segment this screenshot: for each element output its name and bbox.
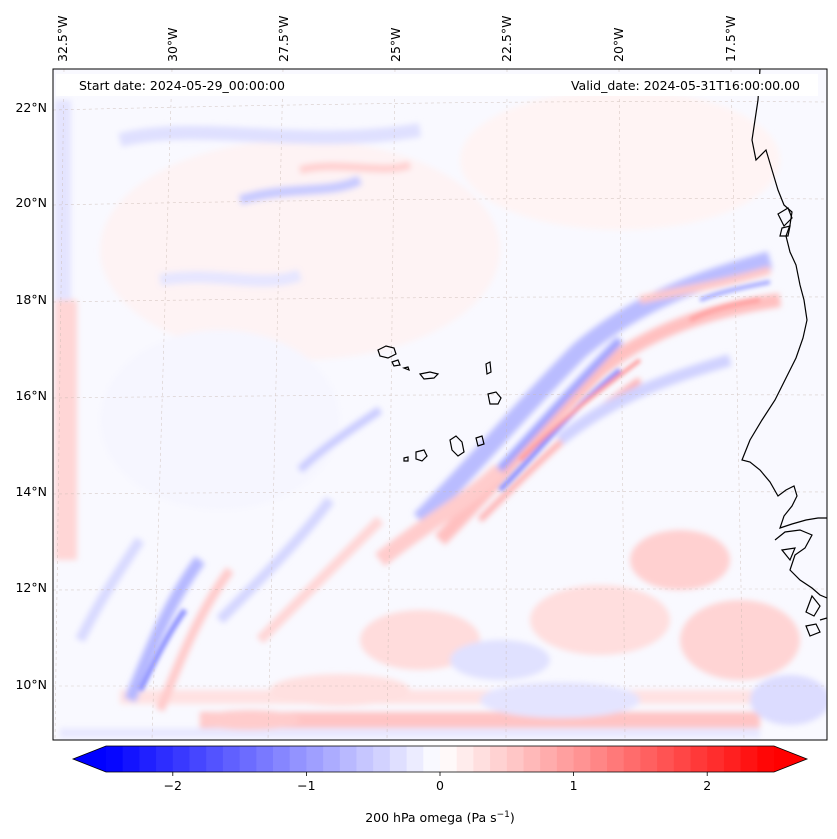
colorbar-extend-min: [73, 746, 106, 772]
lat-label-20n: 20°N: [15, 195, 47, 210]
island-brava: [403, 456, 409, 462]
africa-coastline: [741, 69, 827, 529]
colorbar-cell: [423, 746, 441, 772]
colorbar-tick-label: −2: [164, 778, 182, 793]
lon-label-25w: 25°W: [388, 27, 403, 62]
colorbar-cell: [740, 746, 758, 772]
colorbar-outline: [71, 745, 809, 773]
colorbar-cell: [673, 746, 691, 772]
island-sao-nicolau: [418, 371, 440, 380]
colorbar-cell: [139, 746, 157, 772]
lat-label-12n: 12°N: [15, 580, 47, 595]
lon-label-22-5w: 22.5°W: [499, 16, 514, 62]
colorbar-cell: [306, 746, 324, 772]
colorbar-cell: [339, 746, 357, 772]
colorbar-cell: [356, 746, 374, 772]
colorbar-tick-label: −1: [297, 778, 315, 793]
island-fogo: [415, 449, 428, 462]
map-panel: Start date: 2024-05-29_00:00:00 Valid_da…: [53, 69, 827, 740]
lat-label-22n: 22°N: [15, 100, 47, 115]
colorbar-cell: [607, 746, 625, 772]
colorbar-cell: [623, 746, 641, 772]
colorbar-cell: [289, 746, 307, 772]
island-santiago: [449, 435, 465, 457]
colorbar-cell: [590, 746, 608, 772]
colorbar-cell: [757, 746, 775, 772]
lat-label-16n: 16°N: [15, 388, 47, 403]
colorbar-cell: [723, 746, 742, 772]
colorbar-ticks: −2 −1 0 1 2: [164, 772, 711, 793]
colorbar-cell: [707, 746, 725, 772]
colorbar-cell: [156, 746, 174, 772]
island-maio: [475, 435, 485, 447]
colorbar-cell: [273, 746, 291, 772]
colorbar-cell: [540, 746, 558, 772]
lon-label-20w: 20°W: [611, 27, 626, 62]
island-santo-antao: [377, 345, 397, 359]
latitude-labels: 22°N 20°N 18°N 16°N 14°N 12°N 10°N: [15, 100, 47, 692]
colorbar-cells: [73, 746, 807, 772]
lat-label-18n: 18°N: [15, 292, 47, 307]
colorbar-tick-label: 0: [436, 778, 444, 793]
colorbar-cell: [106, 746, 124, 772]
gridlines: [53, 69, 827, 740]
colorbar-cell: [323, 746, 341, 772]
omega-field-accents: [137, 280, 771, 692]
colorbar-cell: [456, 746, 474, 772]
map-frame: [52, 68, 828, 741]
longitude-labels: 32.5°W 30°W 27.5°W 25°W 22.5°W 20°W 17.5…: [55, 16, 738, 62]
lon-label-30w: 30°W: [165, 27, 180, 62]
date-header-strip: [56, 74, 818, 96]
colorbar-cell: [172, 746, 190, 772]
lon-label-17-5w: 17.5°W: [723, 16, 738, 62]
colorbar-cell: [490, 746, 508, 772]
colorbar-cell: [640, 746, 658, 772]
colorbar-cell: [222, 746, 241, 772]
island-sao-vicente: [391, 359, 401, 367]
valid-date-label: Valid_date: 2024-05-31T16:00:00.00: [571, 78, 800, 93]
colorbar-cell: [440, 746, 458, 772]
coastlines: [377, 69, 827, 637]
colorbar-cell: [690, 746, 708, 772]
colorbar-cell: [256, 746, 274, 772]
colorbar-cell: [657, 746, 675, 772]
colorbar-extend-max: [774, 746, 807, 772]
colorbar-tick-label: 1: [570, 778, 578, 793]
colorbar-cell: [189, 746, 207, 772]
start-date-label: Start date: 2024-05-29_00:00:00: [79, 78, 285, 93]
colorbar-cell: [406, 746, 424, 772]
island-boa-vista: [487, 391, 502, 405]
colorbar-label: 200 hPa omega (Pa s−1): [365, 810, 515, 825]
colorbar-cell: [239, 746, 257, 772]
lat-label-10n: 10°N: [15, 677, 47, 692]
omega-field: [55, 90, 827, 738]
island-sal: [485, 361, 492, 375]
colorbar-cell: [523, 746, 541, 772]
colorbar-tick-label: 2: [703, 778, 711, 793]
lon-label-27-5w: 27.5°W: [276, 16, 291, 62]
colorbar-cell: [389, 746, 408, 772]
colorbar: −2 −1 0 1 2 200 hPa omega (Pa s−1): [71, 745, 809, 825]
colorbar-cell: [473, 746, 491, 772]
colorbar-cell: [122, 746, 140, 772]
island-santa-luzia: [402, 366, 410, 372]
colorbar-cell: [206, 746, 224, 772]
colorbar-cell: [573, 746, 591, 772]
lat-label-14n: 14°N: [15, 484, 47, 499]
colorbar-cell: [373, 746, 391, 772]
colorbar-cell: [556, 746, 575, 772]
colorbar-cell: [506, 746, 524, 772]
lon-label-32-5w: 32.5°W: [55, 16, 70, 62]
